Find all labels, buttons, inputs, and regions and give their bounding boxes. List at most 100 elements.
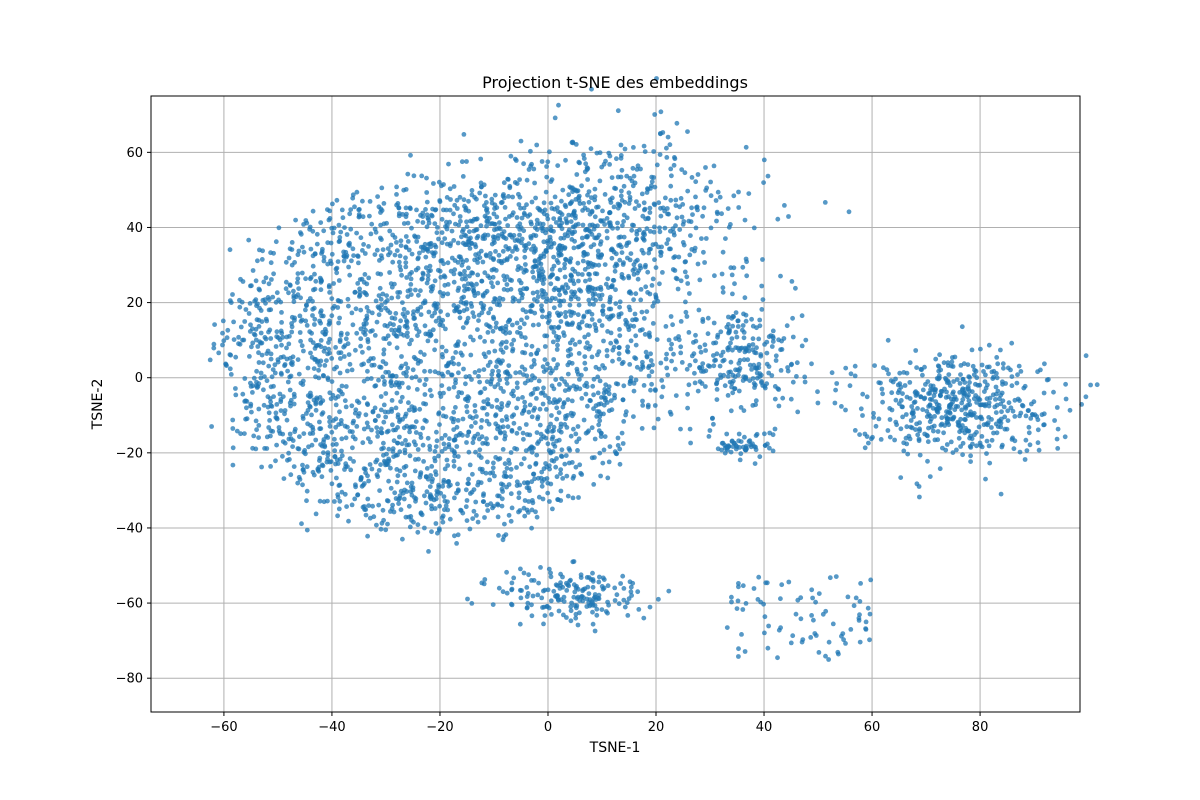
data-point — [685, 129, 690, 135]
data-point — [439, 371, 445, 377]
data-point — [521, 205, 527, 211]
data-point — [334, 265, 340, 271]
data-point — [703, 384, 708, 389]
data-point — [555, 342, 560, 348]
data-point — [458, 218, 463, 224]
data-point — [911, 410, 916, 416]
data-point — [395, 290, 401, 295]
data-point — [407, 271, 413, 277]
data-point — [417, 406, 423, 412]
data-point — [790, 315, 795, 321]
data-point — [374, 247, 380, 253]
data-point — [852, 428, 858, 433]
data-point — [916, 484, 922, 489]
data-point — [516, 490, 522, 496]
data-point — [726, 330, 731, 336]
data-point — [538, 475, 544, 481]
data-point — [691, 340, 696, 345]
data-point — [251, 331, 257, 337]
data-point — [659, 394, 665, 400]
data-point — [590, 262, 596, 267]
data-point — [375, 434, 380, 439]
data-point — [606, 285, 611, 290]
data-point — [786, 579, 792, 585]
data-point — [790, 633, 796, 639]
data-point — [355, 254, 361, 259]
data-point — [550, 434, 556, 440]
data-point — [1030, 412, 1036, 418]
data-point — [367, 462, 373, 467]
data-point — [411, 408, 417, 413]
data-point — [920, 407, 926, 412]
data-point — [345, 296, 351, 302]
data-point — [292, 394, 297, 400]
data-point — [865, 605, 871, 611]
data-point — [350, 434, 356, 440]
data-point — [541, 200, 547, 206]
data-point — [504, 590, 510, 596]
data-point — [633, 237, 639, 243]
data-point — [862, 445, 868, 451]
data-point — [577, 287, 582, 293]
data-point — [455, 394, 461, 400]
data-point — [484, 207, 489, 213]
data-point — [248, 403, 254, 409]
data-point — [288, 472, 294, 478]
data-point — [289, 329, 295, 335]
data-point — [613, 287, 618, 293]
data-point — [332, 448, 338, 454]
data-point — [573, 611, 579, 617]
data-point — [455, 488, 461, 494]
data-point — [477, 255, 483, 260]
data-point — [1012, 414, 1018, 419]
data-point — [548, 179, 554, 185]
data-point — [762, 385, 768, 391]
data-point — [898, 384, 904, 390]
data-point — [764, 350, 770, 356]
x-tick-label: 20 — [648, 720, 665, 735]
data-point — [631, 173, 637, 179]
data-point — [362, 272, 368, 277]
data-point — [262, 374, 267, 379]
data-point — [543, 435, 549, 441]
data-point — [268, 351, 274, 357]
data-point — [250, 445, 256, 451]
data-point — [486, 310, 491, 316]
data-point — [509, 342, 515, 347]
data-point — [547, 149, 552, 155]
data-point — [424, 466, 430, 471]
data-point — [279, 330, 285, 336]
data-point — [640, 363, 645, 368]
data-point — [581, 156, 587, 162]
data-point — [756, 574, 762, 580]
data-point — [563, 314, 568, 320]
data-point — [360, 214, 366, 220]
data-point — [398, 507, 404, 513]
data-point — [618, 193, 624, 199]
data-point — [281, 476, 287, 481]
data-point — [746, 191, 752, 197]
data-point — [459, 276, 465, 282]
data-point — [605, 610, 610, 616]
data-point — [490, 602, 496, 607]
data-point — [357, 286, 362, 292]
data-point — [590, 621, 596, 627]
data-point — [350, 192, 356, 198]
data-point — [616, 243, 621, 248]
data-point — [541, 239, 547, 245]
data-point — [735, 372, 741, 378]
data-point — [946, 372, 952, 377]
data-point — [893, 419, 899, 425]
data-point — [834, 381, 840, 386]
data-point — [686, 382, 692, 388]
data-point — [638, 367, 644, 372]
data-point — [359, 483, 365, 489]
data-point — [361, 242, 366, 247]
data-point — [366, 503, 372, 508]
data-point — [544, 296, 550, 301]
data-point — [338, 350, 344, 356]
data-point — [593, 297, 599, 303]
data-point — [427, 484, 433, 489]
data-point — [383, 369, 389, 375]
data-point — [321, 228, 327, 234]
